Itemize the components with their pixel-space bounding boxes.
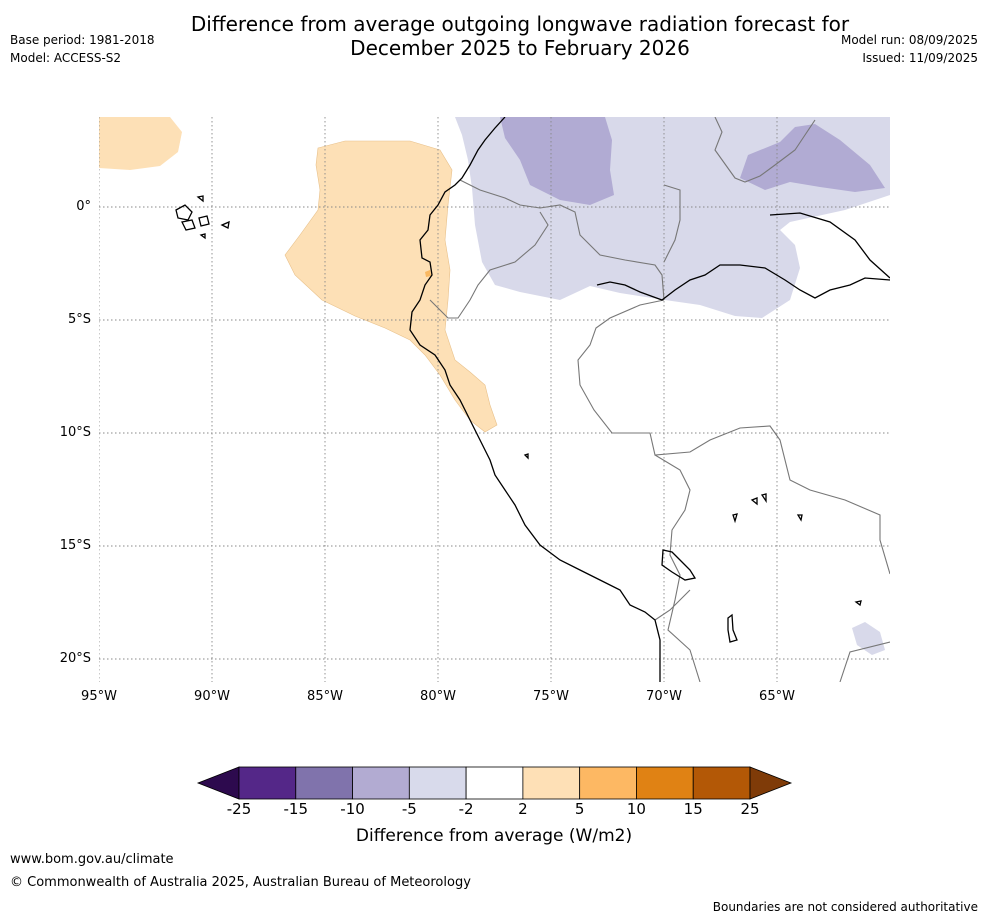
- colorbar-segment: [465, 766, 524, 800]
- model-run: Model run: 08/09/2025: [840, 33, 978, 47]
- issued-date: Issued: 11/09/2025: [862, 51, 978, 65]
- colorbar-label: Difference from average (W/m2): [355, 826, 633, 846]
- border-ecuador-peru: [429, 211, 549, 319]
- lon-label-90w: 90°W: [194, 689, 230, 704]
- border-peru-bolivia: [654, 454, 701, 682]
- border-colombia-brazil: [663, 184, 681, 263]
- colorbar-arrow-left: [196, 766, 240, 800]
- lon-label-80w: 80°W: [420, 689, 456, 704]
- positive-anomaly-coastal-region: [284, 140, 498, 433]
- lake-7: [523, 453, 529, 460]
- model-name: Model: ACCESS-S2: [10, 51, 122, 65]
- coastlines: [175, 117, 890, 682]
- negative-anomaly-mid-region-east: [740, 124, 885, 192]
- border-colombia-ecuador-peru: [459, 179, 665, 301]
- galapagos-island-4: [220, 220, 230, 229]
- lon-label-85w: 85°W: [307, 689, 343, 704]
- galapagos-island-6: [199, 233, 206, 240]
- colorbar-segment: [295, 766, 353, 800]
- lat-label-10s: 10°S: [59, 425, 91, 440]
- coastline-caribbean: [769, 212, 890, 279]
- positive-anomaly-small-spot: [425, 270, 431, 277]
- lat-label-5s: 5°S: [67, 312, 91, 327]
- border-peru-brazil: [577, 299, 890, 575]
- colorbar-tick-label: -25: [226, 800, 252, 818]
- colorbar-tick-label: -15: [283, 800, 309, 818]
- galapagos-island-3: [198, 215, 210, 227]
- colorbar-tick-label: -5: [401, 800, 417, 818]
- lake-6: [854, 600, 862, 607]
- lat-label-20s: 20°S: [59, 651, 91, 666]
- border-colombia-venezuela: [714, 117, 816, 183]
- lake-titicaca: [661, 549, 697, 581]
- lat-label-0: 0°: [76, 199, 91, 214]
- colorbar-tick-label: 5: [574, 800, 585, 818]
- coastline-pacific: [409, 117, 661, 682]
- colorbar-tick-label: 15: [683, 800, 703, 818]
- galapagos-island-5: [196, 195, 204, 203]
- positive-anomaly-northwest-patch: [99, 117, 182, 170]
- border-chile-bolivia: [654, 589, 691, 621]
- colorbar-tick-label: 25: [740, 800, 760, 818]
- lon-label-65w: 65°W: [759, 689, 795, 704]
- border-bolivia-south: [839, 641, 890, 682]
- colorbar-tick-label: 10: [626, 800, 646, 818]
- boundaries-disclaimer: Boundaries are not considered authoritat…: [712, 900, 978, 914]
- coastline-amazon: [596, 264, 890, 301]
- colorbar-segment: [522, 766, 581, 800]
- colorbar-arrow-right: [749, 766, 793, 800]
- copyright-text: © Commonwealth of Australia 2025, Austra…: [10, 875, 471, 890]
- colorbar-tick-label: 2: [518, 800, 528, 818]
- lake-5: [727, 613, 738, 643]
- country-borders: [429, 117, 890, 682]
- galapagos-island-1: [175, 204, 193, 221]
- colorbar: [196, 766, 793, 800]
- title-line-2: December 2025 to February 2026: [350, 36, 690, 60]
- page-title: Difference from average outgoing longwav…: [0, 12, 988, 60]
- website-link[interactable]: www.bom.gov.au/climate: [10, 852, 174, 867]
- title-line-1: Difference from average outgoing longwav…: [190, 12, 850, 36]
- lon-label-70w: 70°W: [646, 689, 682, 704]
- galapagos-island-2: [181, 219, 196, 231]
- colorbar-tick-label: -2: [458, 800, 474, 818]
- lon-label-95w: 95°W: [81, 689, 117, 704]
- colorbar-segment: [238, 766, 297, 800]
- lake-1: [750, 497, 758, 506]
- colorbar-segment: [579, 766, 637, 800]
- colorbar-tick-label: -10: [340, 800, 365, 818]
- negative-anomaly-mid-region-west: [500, 117, 614, 205]
- lake-2: [760, 493, 767, 504]
- lake-4: [796, 514, 803, 522]
- lon-label-75w: 75°W: [533, 689, 569, 704]
- lat-label-15s: 15°S: [59, 538, 91, 553]
- colorbar-segment: [352, 766, 410, 800]
- base-period: Base period: 1981-2018: [10, 33, 155, 47]
- lake-3: [732, 513, 738, 524]
- colorbar-segment: [408, 766, 467, 800]
- colorbar-segments: [196, 766, 793, 800]
- colorbar-segment: [636, 766, 694, 800]
- colorbar-segment: [692, 766, 751, 800]
- negative-anomaly-southeast-patch: [852, 622, 885, 655]
